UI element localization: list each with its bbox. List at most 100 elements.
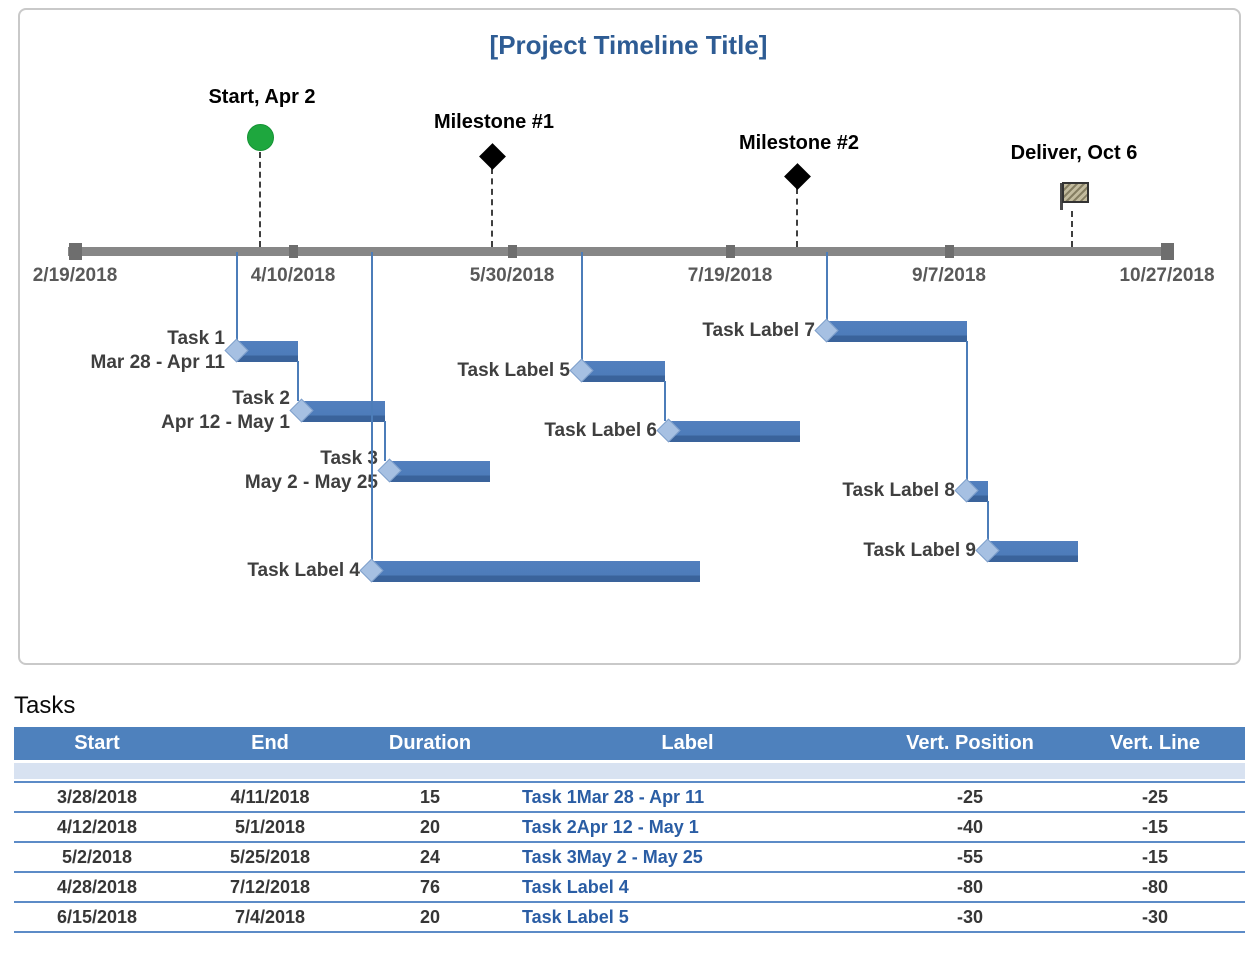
task-label: Task Label 9 bbox=[696, 539, 976, 563]
task-bar bbox=[827, 321, 967, 342]
table-row: 4/12/2018 5/1/2018 20 Task 2Apr 12 - May 1 -… bbox=[14, 813, 1245, 843]
task-label-name: Task Label 8 bbox=[842, 480, 955, 501]
task-bar bbox=[302, 401, 385, 422]
table-cell-label: Task 2Apr 12 - May 1 bbox=[522, 816, 699, 837]
task-bar bbox=[390, 461, 490, 482]
milestone-dash-line bbox=[796, 188, 798, 247]
task-label-name: Task Label 4 bbox=[247, 560, 360, 581]
table-cell-vert-position: -40 bbox=[956, 816, 983, 837]
table-body: 3/28/2018 4/11/2018 15 Task 1Mar 28 - Apr 1… bbox=[14, 781, 1245, 933]
table-cell-label: Task 1Mar 28 - Apr 11 bbox=[522, 786, 705, 807]
axis-tick-mark bbox=[289, 245, 298, 258]
table-cell-duration: 76 bbox=[419, 876, 441, 897]
table-cell-vert-position: -25 bbox=[956, 786, 983, 807]
task-connector-line bbox=[384, 421, 386, 461]
axis-date-label: 4/10/2018 bbox=[250, 265, 336, 286]
milestone-diamond-icon bbox=[784, 163, 811, 190]
axis-tick-mark bbox=[726, 245, 735, 258]
tasks-table: Start End Duration Label Vert. Position Vert.… bbox=[14, 727, 1245, 933]
task-connector-line bbox=[236, 252, 238, 341]
axis-date-label: 7/19/2018 bbox=[687, 265, 773, 286]
timeline-axis bbox=[68, 247, 1174, 256]
table-cell-duration: 15 bbox=[419, 786, 441, 807]
table-row: 5/2/2018 5/25/2018 24 Task 3May 2 - May 25 -… bbox=[14, 843, 1245, 873]
deliver-flag-icon bbox=[1062, 182, 1089, 203]
axis-tick-mark bbox=[508, 245, 517, 258]
table-cell-start: 4/28/2018 bbox=[56, 876, 138, 897]
table-row: 6/15/2018 7/4/2018 20 Task Label 5 -30 -30 bbox=[14, 903, 1245, 933]
task-label-dates: Apr 12 - May 1 bbox=[161, 412, 290, 433]
milestone-label: Deliver, Oct 6 bbox=[1010, 142, 1138, 164]
task-label: Task 2 Apr 12 - May 1 bbox=[10, 387, 290, 435]
task-connector-line bbox=[826, 252, 828, 321]
table-cell-duration: 20 bbox=[419, 906, 441, 927]
table-header-label: Label bbox=[661, 732, 714, 754]
task-bar bbox=[582, 361, 665, 382]
table-cell-vert-line: -15 bbox=[1141, 846, 1168, 867]
task-label-name: Task 2 bbox=[232, 388, 290, 409]
chart-title: [Project Timeline Title] bbox=[489, 30, 768, 60]
task-label: Task Label 7 bbox=[535, 319, 815, 343]
milestone-label: Milestone #2 bbox=[738, 132, 860, 154]
axis-end-cap bbox=[1161, 243, 1174, 260]
task-label: Task Label 5 bbox=[290, 359, 570, 383]
table-header-vert-position: Vert. Position bbox=[906, 732, 1034, 754]
table-cell-vert-position: -55 bbox=[956, 846, 983, 867]
table-header-row: Start End Duration Label Vert. Position Vert.… bbox=[14, 727, 1245, 760]
table-row: 4/28/2018 7/12/2018 76 Task Label 4 -80 -80 bbox=[14, 873, 1245, 903]
table-cell-label: Task 3May 2 - May 25 bbox=[522, 846, 703, 867]
table-cell-end: 5/25/2018 bbox=[229, 846, 311, 867]
table-cell-duration: 24 bbox=[419, 846, 441, 867]
table-cell-start: 5/2/2018 bbox=[61, 846, 133, 867]
table-cell-label: Task Label 4 bbox=[522, 876, 629, 897]
task-label-dates: Mar 28 - Apr 11 bbox=[90, 352, 225, 373]
table-cell-label: Task Label 5 bbox=[522, 906, 629, 927]
task-connector-line bbox=[297, 361, 299, 401]
axis-end-cap bbox=[69, 243, 82, 260]
task-label-name: Task Label 9 bbox=[863, 540, 976, 561]
task-label-name: Task 1 bbox=[167, 328, 225, 349]
table-header-vert-line: Vert. Line bbox=[1109, 732, 1201, 754]
table-header-duration: Duration bbox=[388, 732, 472, 754]
table-cell-vert-line: -25 bbox=[1141, 786, 1168, 807]
axis-tick-mark bbox=[945, 245, 954, 258]
table-cell-vert-position: -30 bbox=[956, 906, 983, 927]
table-cell-vert-position: -80 bbox=[956, 876, 983, 897]
axis-date-label: 10/27/2018 bbox=[1119, 265, 1215, 286]
table-cell-end: 7/4/2018 bbox=[234, 906, 306, 927]
milestone-label: Start, Apr 2 bbox=[208, 86, 316, 108]
task-connector-line bbox=[966, 341, 968, 481]
table-spacer-row bbox=[14, 763, 1245, 779]
table-row: 3/28/2018 4/11/2018 15 Task 1Mar 28 - Apr 1… bbox=[14, 783, 1245, 813]
task-label: Task 3 May 2 - May 25 bbox=[98, 447, 378, 495]
axis-date-label: 2/19/2018 bbox=[32, 265, 118, 286]
task-connector-line bbox=[581, 252, 583, 361]
table-cell-vert-line: -15 bbox=[1141, 816, 1168, 837]
table-cell-start: 3/28/2018 bbox=[56, 786, 138, 807]
table-cell-start: 4/12/2018 bbox=[56, 816, 138, 837]
tasks-table-heading: Tasks bbox=[14, 692, 76, 719]
table-cell-end: 5/1/2018 bbox=[234, 816, 306, 837]
table-cell-vert-line: -80 bbox=[1141, 876, 1168, 897]
table-header-end: End bbox=[251, 732, 289, 754]
milestone-diamond-icon bbox=[479, 143, 506, 170]
task-label-dates: May 2 - May 25 bbox=[244, 472, 378, 493]
task-bar bbox=[669, 421, 800, 442]
milestone-dash-line bbox=[259, 152, 261, 247]
task-connector-line bbox=[664, 381, 666, 421]
task-bar bbox=[237, 341, 298, 362]
milestone-dash-line bbox=[1071, 211, 1073, 247]
table-cell-duration: 20 bbox=[419, 816, 441, 837]
table-cell-start: 6/15/2018 bbox=[56, 906, 138, 927]
axis-date-label: 9/7/2018 bbox=[912, 265, 986, 286]
table-cell-end: 4/11/2018 bbox=[230, 786, 310, 807]
task-label: Task Label 4 bbox=[80, 559, 360, 583]
task-label-name: Task Label 5 bbox=[457, 360, 570, 381]
task-label: Task Label 6 bbox=[377, 419, 657, 443]
axis-date-label: 5/30/2018 bbox=[469, 265, 555, 286]
start-circle-icon bbox=[247, 124, 274, 151]
task-connector-line bbox=[371, 252, 373, 561]
table-cell-vert-line: -30 bbox=[1141, 906, 1168, 927]
task-label-name: Task Label 7 bbox=[702, 320, 815, 341]
